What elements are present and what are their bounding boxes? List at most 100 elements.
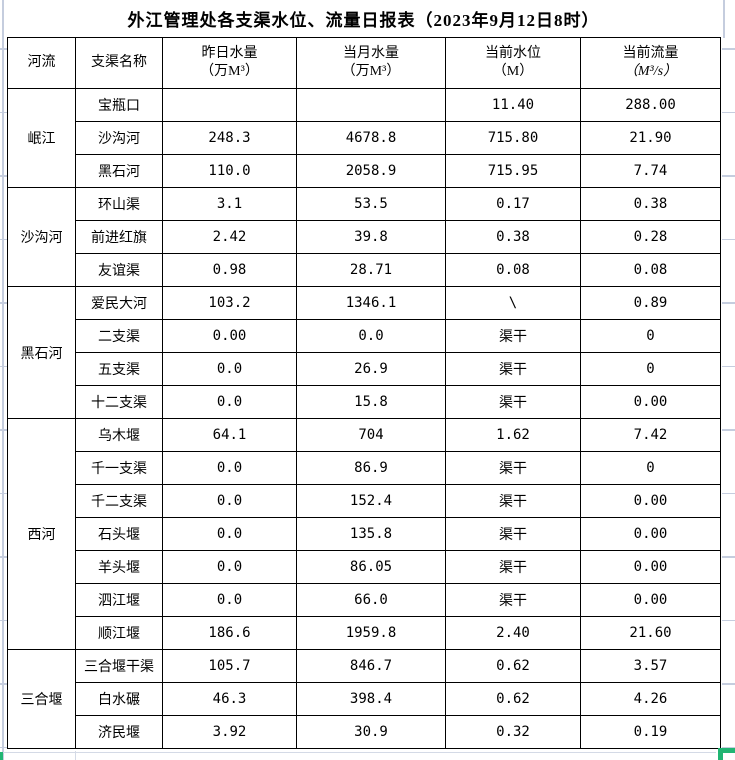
level-cell[interactable]: 渠干 — [445, 484, 581, 518]
month-cell[interactable]: 15.8 — [296, 385, 446, 419]
channel-cell[interactable]: 千二支渠 — [75, 484, 163, 518]
level-cell[interactable]: 1.62 — [445, 418, 581, 452]
yesterday-cell[interactable]: 64.1 — [162, 418, 297, 452]
yesterday-cell[interactable]: 2.42 — [162, 220, 297, 254]
level-cell[interactable]: 渠干 — [445, 517, 581, 551]
channel-cell[interactable]: 黑石河 — [75, 154, 163, 188]
month-cell[interactable]: 26.9 — [296, 352, 446, 386]
channel-cell[interactable]: 十二支渠 — [75, 385, 163, 419]
channel-cell[interactable]: 乌木堰 — [75, 418, 163, 452]
level-cell[interactable]: 渠干 — [445, 319, 581, 353]
yesterday-cell[interactable]: 0.0 — [162, 451, 297, 485]
flow-cell[interactable]: 0.00 — [580, 517, 721, 551]
month-cell[interactable]: 30.9 — [296, 715, 446, 749]
channel-cell[interactable]: 宝瓶口 — [75, 88, 163, 122]
level-cell[interactable]: 0.62 — [445, 649, 581, 683]
flow-cell[interactable]: 4.26 — [580, 682, 721, 716]
month-cell[interactable]: 28.71 — [296, 253, 446, 287]
flow-cell[interactable]: 0.00 — [580, 583, 721, 617]
yesterday-cell[interactable]: 110.0 — [162, 154, 297, 188]
channel-cell[interactable]: 羊头堰 — [75, 550, 163, 584]
flow-cell[interactable]: 0.00 — [580, 385, 721, 419]
channel-cell[interactable]: 白水碾 — [75, 682, 163, 716]
channel-cell[interactable]: 友谊渠 — [75, 253, 163, 287]
level-cell[interactable]: 渠干 — [445, 583, 581, 617]
channel-cell[interactable]: 顺江堰 — [75, 616, 163, 650]
month-cell[interactable]: 152.4 — [296, 484, 446, 518]
channel-cell[interactable]: 沙沟河 — [75, 121, 163, 155]
channel-cell[interactable]: 千一支渠 — [75, 451, 163, 485]
yesterday-cell[interactable]: 46.3 — [162, 682, 297, 716]
channel-cell[interactable]: 爱民大河 — [75, 286, 163, 320]
month-cell[interactable] — [296, 88, 446, 122]
channel-cell[interactable]: 石头堰 — [75, 517, 163, 551]
month-cell[interactable]: 0.0 — [296, 319, 446, 353]
channel-cell[interactable]: 济民堰 — [75, 715, 163, 749]
month-cell[interactable]: 53.5 — [296, 187, 446, 221]
channel-cell[interactable]: 泗江堰 — [75, 583, 163, 617]
month-cell[interactable]: 398.4 — [296, 682, 446, 716]
month-cell[interactable]: 1959.8 — [296, 616, 446, 650]
flow-cell[interactable]: 0.89 — [580, 286, 721, 320]
yesterday-cell[interactable]: 0.00 — [162, 319, 297, 353]
flow-cell[interactable]: 0 — [580, 451, 721, 485]
level-cell[interactable]: 渠干 — [445, 352, 581, 386]
flow-cell[interactable]: 0 — [580, 352, 721, 386]
level-cell[interactable]: 2.40 — [445, 616, 581, 650]
yesterday-cell[interactable]: 0.0 — [162, 484, 297, 518]
month-cell[interactable]: 86.9 — [296, 451, 446, 485]
yesterday-cell[interactable]: 248.3 — [162, 121, 297, 155]
yesterday-cell[interactable]: 0.98 — [162, 253, 297, 287]
flow-cell[interactable]: 0.08 — [580, 253, 721, 287]
flow-cell[interactable]: 7.42 — [580, 418, 721, 452]
yesterday-cell[interactable]: 3.92 — [162, 715, 297, 749]
header-current-flow[interactable]: 当前流量 （M³/s） — [580, 37, 721, 89]
month-cell[interactable]: 846.7 — [296, 649, 446, 683]
flow-cell[interactable]: 3.57 — [580, 649, 721, 683]
river-group-cell[interactable]: 黑石河 — [7, 286, 76, 419]
flow-cell[interactable]: 21.90 — [580, 121, 721, 155]
channel-cell[interactable]: 环山渠 — [75, 187, 163, 221]
yesterday-cell[interactable]: 0.0 — [162, 385, 297, 419]
header-channel[interactable]: 支渠名称 — [75, 37, 163, 89]
flow-cell[interactable]: 0.19 — [580, 715, 721, 749]
month-cell[interactable]: 4678.8 — [296, 121, 446, 155]
yesterday-cell[interactable]: 105.7 — [162, 649, 297, 683]
flow-cell[interactable]: 0.00 — [580, 484, 721, 518]
yesterday-cell[interactable]: 0.0 — [162, 517, 297, 551]
header-month-volume[interactable]: 当月水量 （万M³） — [296, 37, 446, 89]
level-cell[interactable]: 0.62 — [445, 682, 581, 716]
yesterday-cell[interactable]: 0.0 — [162, 583, 297, 617]
river-group-cell[interactable]: 沙沟河 — [7, 187, 76, 287]
flow-cell[interactable]: 21.60 — [580, 616, 721, 650]
month-cell[interactable]: 39.8 — [296, 220, 446, 254]
yesterday-cell[interactable]: 186.6 — [162, 616, 297, 650]
month-cell[interactable]: 66.0 — [296, 583, 446, 617]
level-cell[interactable]: 715.80 — [445, 121, 581, 155]
channel-cell[interactable]: 三合堰干渠 — [75, 649, 163, 683]
month-cell[interactable]: 704 — [296, 418, 446, 452]
river-group-cell[interactable]: 西河 — [7, 418, 76, 650]
header-current-level[interactable]: 当前水位 （M） — [445, 37, 581, 89]
flow-cell[interactable]: 0.38 — [580, 187, 721, 221]
channel-cell[interactable]: 前进红旗 — [75, 220, 163, 254]
flow-cell[interactable]: 0.28 — [580, 220, 721, 254]
level-cell[interactable]: 渠干 — [445, 550, 581, 584]
flow-cell[interactable]: 0 — [580, 319, 721, 353]
river-group-cell[interactable]: 三合堰 — [7, 649, 76, 749]
channel-cell[interactable]: 五支渠 — [75, 352, 163, 386]
flow-cell[interactable]: 0.00 — [580, 550, 721, 584]
yesterday-cell[interactable]: 3.1 — [162, 187, 297, 221]
level-cell[interactable]: 0.17 — [445, 187, 581, 221]
month-cell[interactable]: 86.05 — [296, 550, 446, 584]
yesterday-cell[interactable]: 0.0 — [162, 352, 297, 386]
header-yesterday-volume[interactable]: 昨日水量 （万M³） — [162, 37, 297, 89]
header-river[interactable]: 河流 — [7, 37, 76, 89]
flow-cell[interactable]: 7.74 — [580, 154, 721, 188]
level-cell[interactable]: 0.32 — [445, 715, 581, 749]
month-cell[interactable]: 1346.1 — [296, 286, 446, 320]
report-title[interactable]: 外江管理处各支渠水位、流量日报表（2023年9月12日8时） — [127, 11, 600, 30]
channel-cell[interactable]: 二支渠 — [75, 319, 163, 353]
yesterday-cell[interactable]: 103.2 — [162, 286, 297, 320]
level-cell[interactable]: 715.95 — [445, 154, 581, 188]
